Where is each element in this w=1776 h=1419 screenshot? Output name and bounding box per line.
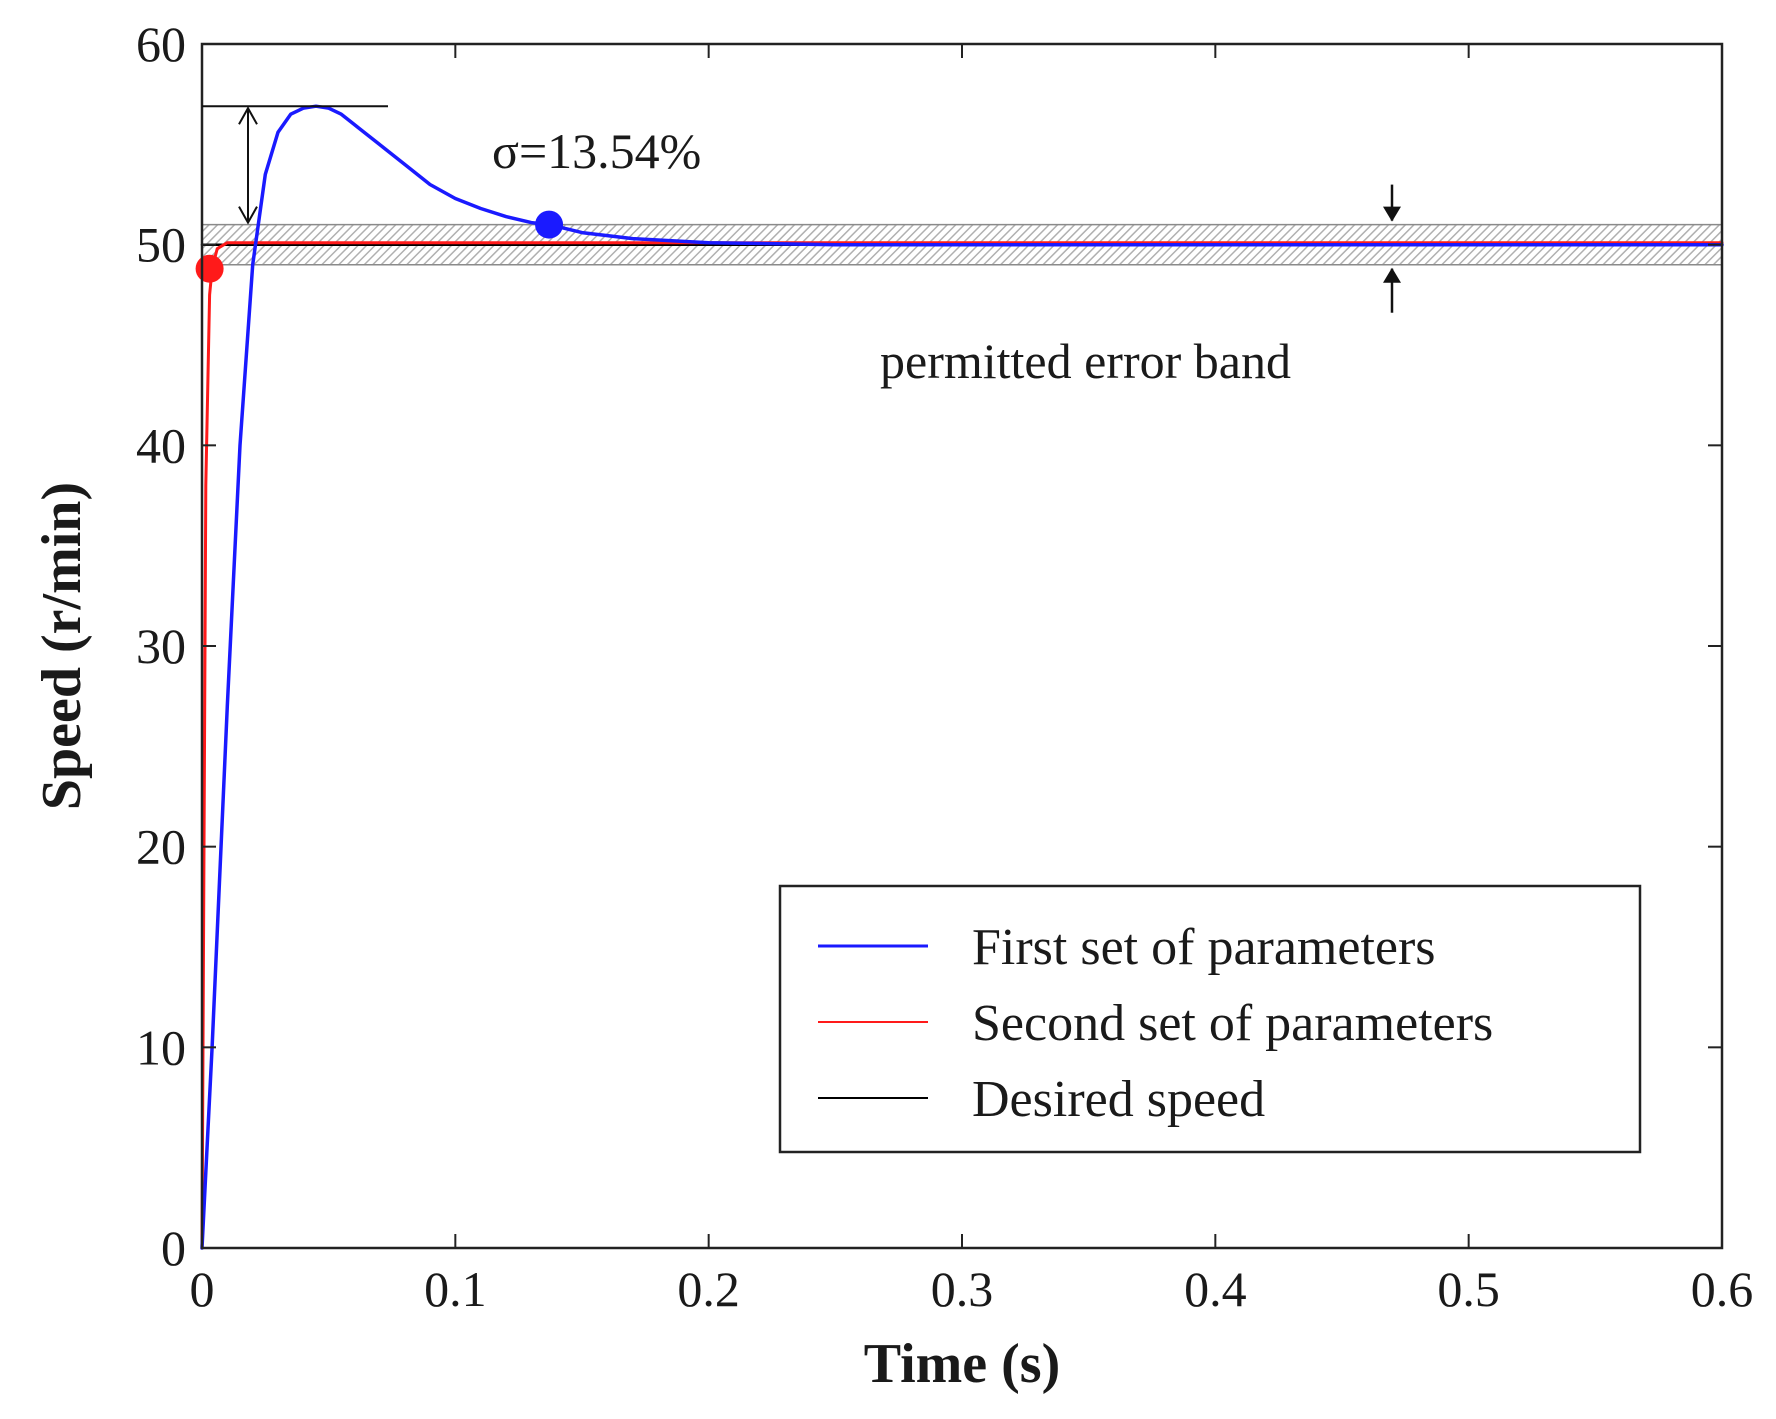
- series-line-first-set: [200, 104, 1724, 1250]
- legend: First set of parameters Second set of pa…: [778, 884, 1642, 1154]
- annotation-layer: σ=13.54% permitted error band: [202, 105, 1401, 389]
- overshoot-label: σ=13.54%: [492, 123, 701, 179]
- overshoot-arrow-head-top: [238, 106, 258, 125]
- x-tick-label: 0.6: [1691, 1261, 1754, 1317]
- overshoot-arrow-head-bottom: [238, 206, 258, 225]
- marker-first-set: [535, 210, 564, 239]
- y-tick-label: 20: [136, 819, 186, 875]
- x-tick-label: 0.4: [1184, 1261, 1247, 1317]
- y-tick-label: 10: [136, 1019, 186, 1075]
- x-tick-label: 0.3: [931, 1261, 994, 1317]
- series-layer: [200, 104, 1724, 1250]
- y-tick-label: 30: [136, 618, 186, 674]
- series-line-second-set: [200, 241, 1724, 1250]
- marker-second-set: [195, 254, 224, 283]
- legend-label-first-set: First set of parameters: [972, 919, 1436, 976]
- x-tick-label: 0.5: [1437, 1261, 1500, 1317]
- legend-box: [778, 884, 1642, 1154]
- legend-label-second-set: Second set of parameters: [972, 995, 1493, 1052]
- tick-layer: 0 0.1 0.2 0.3 0.4 0.5 0.6 0 10 20 30 40 50 60: [136, 16, 1753, 1317]
- y-axis-title: Speed (r/min): [31, 482, 93, 810]
- x-tick-label: 0.2: [677, 1261, 740, 1317]
- band-arrow-up-head: [1383, 267, 1401, 283]
- band-arrow-down-head: [1383, 206, 1401, 222]
- x-tick-label: 0.1: [424, 1261, 487, 1317]
- legend-label-desired-speed: Desired speed: [972, 1071, 1265, 1128]
- y-tick-label: 40: [136, 417, 186, 473]
- y-tick-label: 50: [136, 217, 186, 273]
- x-axis-title: Time (s): [864, 1333, 1061, 1395]
- error-band-label: permitted error band: [880, 333, 1291, 389]
- y-tick-label: 60: [136, 16, 186, 72]
- y-tick-label: 0: [161, 1220, 186, 1276]
- x-tick-label: 0: [190, 1261, 215, 1317]
